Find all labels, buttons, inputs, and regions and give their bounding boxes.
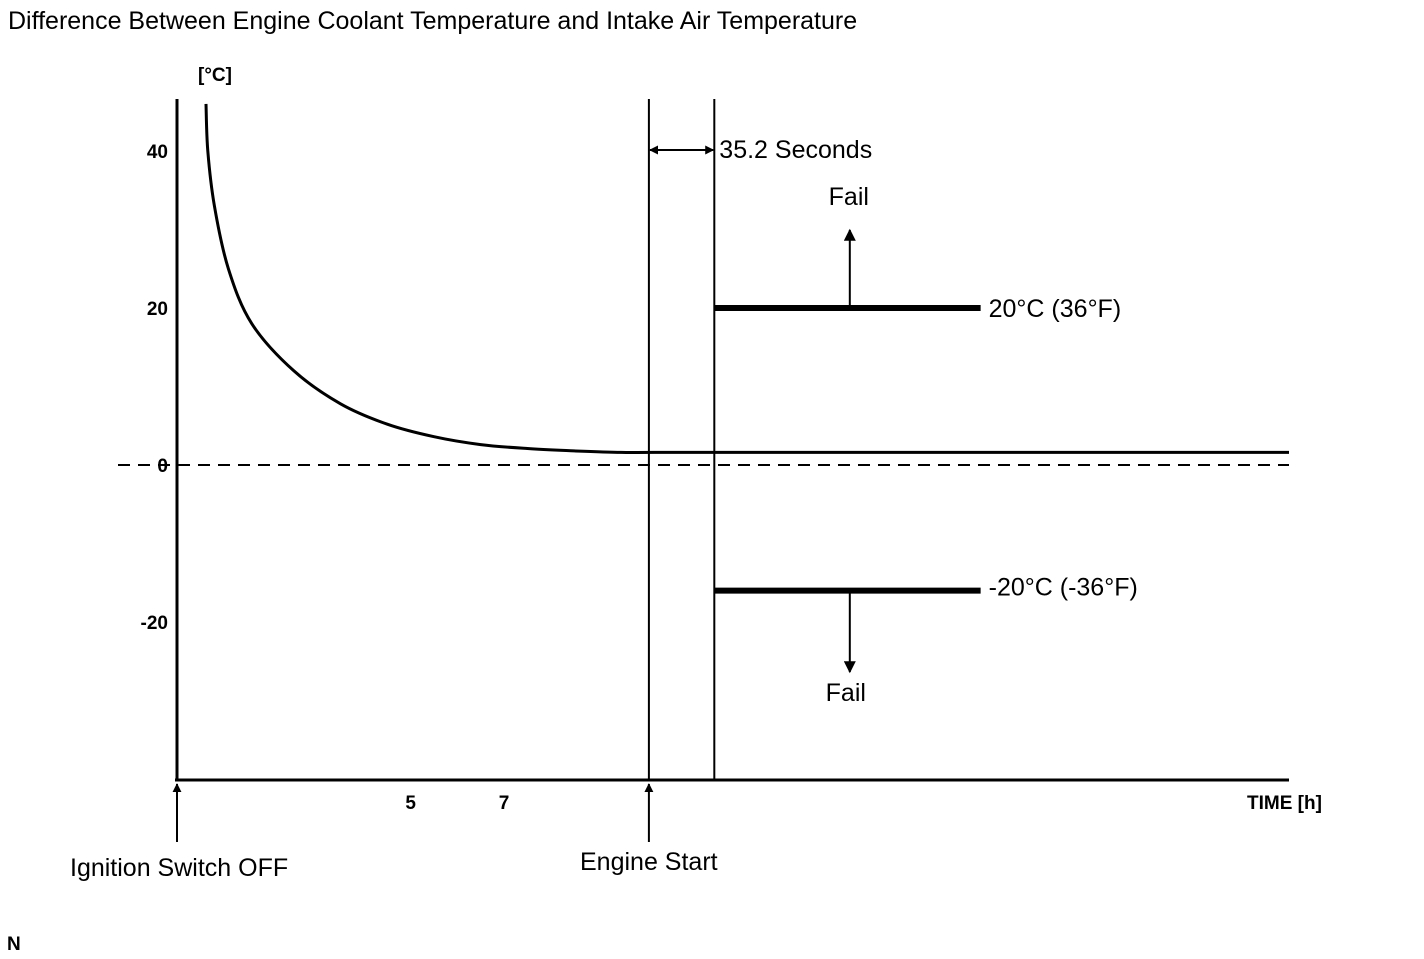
x-axis-label: TIME [h] [1247,793,1322,814]
ignition-off-label: Ignition Switch OFF [70,854,288,882]
y-tick-label: 40 [147,142,168,163]
lower-threshold-label: -20°C (-36°F) [989,574,1138,602]
interval-label: 35.2 Seconds [719,136,872,164]
fail-lower-label: Fail [826,679,866,707]
y-tick-label: -20 [141,613,168,634]
x-tick-label: 7 [499,793,510,814]
corner-mark: N [7,934,21,955]
series-line [204,103,1289,455]
upper-threshold-label: 20°C (36°F) [989,295,1122,323]
chart-title: Difference Between Engine Coolant Temper… [8,7,857,35]
x-tick-label: 5 [405,793,416,814]
y-tick-labels: 40 20 0 -20 [141,142,168,634]
y-tick-label: 0 [157,456,168,477]
y-tick-label: 20 [147,299,168,320]
y-axis-label: [°C] [198,65,232,86]
engine-start-label: Engine Start [580,848,718,876]
fail-upper-label: Fail [829,183,869,211]
